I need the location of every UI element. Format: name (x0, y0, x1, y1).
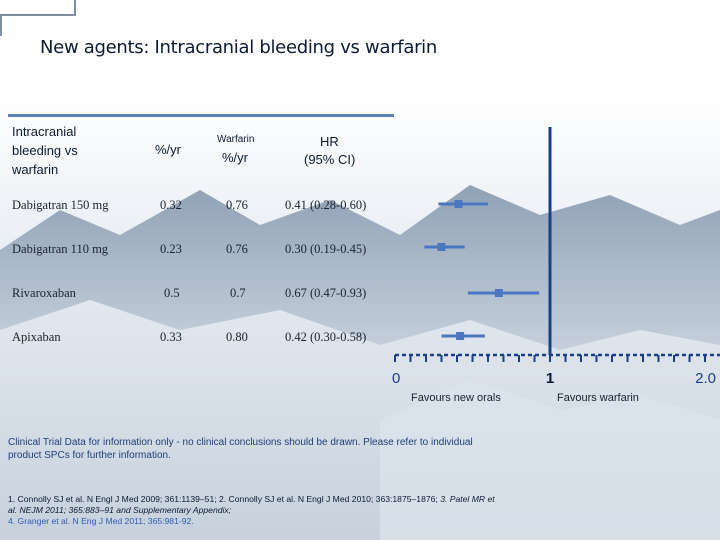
new-agent-rate: 0.33 (160, 330, 182, 344)
hr-point (437, 243, 446, 251)
header-hr: HR (320, 134, 339, 149)
new-agent-rate: 0.23 (160, 242, 182, 256)
table-top-rule (8, 114, 394, 117)
slide-title: New agents: Intracranial bleeding vs war… (40, 37, 437, 58)
x-tick-label: 2.0 (695, 370, 716, 387)
drug-name: Dabigatran 110 mg (12, 242, 109, 256)
table-row: Dabigatran 110 mg 0.23 0.76 0.30 (0.19-0… (4, 228, 394, 272)
table-row: Rivaroxaban 0.5 0.7 0.67 (0.47-0.93) (4, 272, 394, 316)
reference-2: 2. Connolly SJ et al. N Engl J Med 2010;… (219, 494, 441, 504)
warfarin-rate: 0.80 (226, 330, 248, 344)
new-agent-rate: 0.5 (164, 286, 180, 300)
corner-decoration-line (0, 14, 2, 36)
table-row: Dabigatran 150 mg 0.32 0.76 0.41 (0.28-0… (4, 184, 394, 228)
hr-point (456, 332, 465, 340)
drug-name: Dabigatran 150 mg (12, 198, 109, 212)
hr-point (494, 289, 503, 297)
warfarin-rate: 0.76 (226, 198, 248, 212)
hazard-ratio: 0.30 (0.19-0.45) (285, 242, 367, 256)
disclaimer: Clinical Trial Data for information only… (8, 437, 473, 461)
header-new-agent-rate: %/yr (155, 142, 181, 157)
x-tick-label: 0 (392, 370, 400, 387)
reference-3: 3. Patel MR et al. NEJM 2011; 365:883–91… (8, 494, 495, 515)
references: 1. Connolly SJ et al. N Engl J Med 2009;… (8, 494, 498, 527)
hr-point (454, 200, 463, 208)
header-warfarin-label: Warfarin (217, 134, 255, 145)
hazard-ratio: 0.42 (0.30-0.58) (285, 330, 367, 344)
x-tick-label: 1 (546, 370, 554, 387)
corner-decoration (0, 0, 76, 16)
drug-name: Apixaban (12, 330, 61, 344)
favours-right-label: Favours warfarin (557, 392, 639, 404)
hazard-ratio: 0.41 (0.28-0.60) (285, 198, 367, 212)
new-agent-rate: 0.32 (160, 198, 182, 212)
reference-4: 4. Granger et al. N Eng J Med 2011; 365:… (8, 516, 194, 526)
header-outcome: Intracranial bleeding vs warfarin (12, 124, 78, 177)
header-ci: (95% CI) (304, 152, 356, 167)
header-warfarin-rate: %/yr (222, 150, 248, 165)
reference-1: 1. Connolly SJ et al. N Engl J Med 2009;… (8, 494, 219, 504)
hazard-ratio: 0.67 (0.47-0.93) (285, 286, 367, 300)
favours-left-label: Favours new orals (411, 392, 501, 404)
table-row: Apixaban 0.33 0.80 0.42 (0.30-0.58) (4, 316, 394, 360)
warfarin-rate: 0.76 (226, 242, 248, 256)
warfarin-rate: 0.7 (230, 286, 246, 300)
drug-name: Rivaroxaban (12, 286, 76, 300)
